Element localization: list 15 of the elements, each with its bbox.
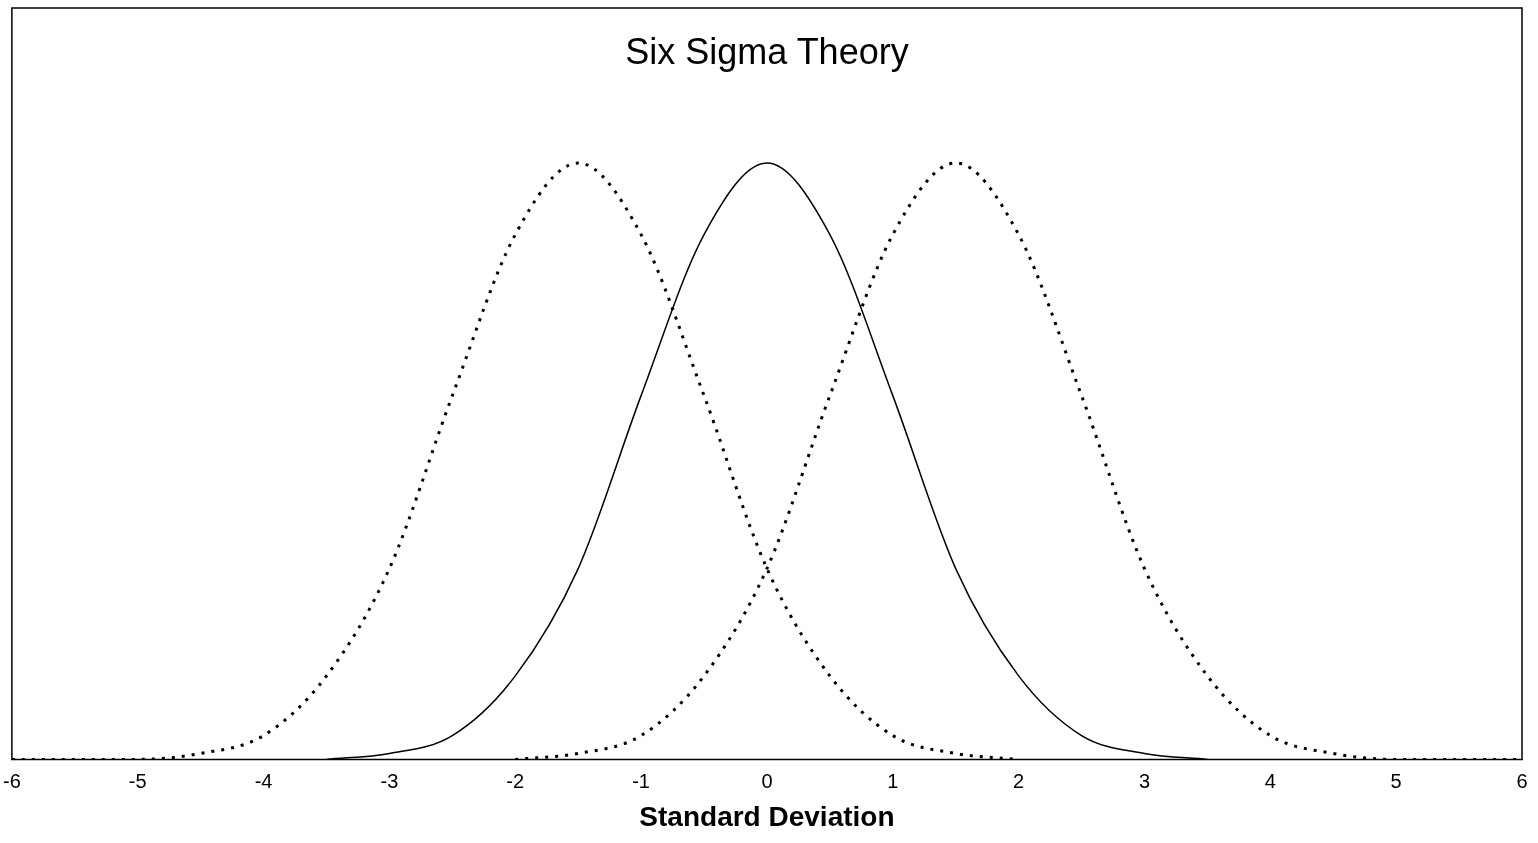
- x-tick-label: 6: [1516, 769, 1528, 792]
- chart-title: Six Sigma Theory: [625, 30, 909, 72]
- x-tick-label: -2: [506, 769, 525, 792]
- x-tick-label: -1: [632, 769, 650, 792]
- x-tick-label: 2: [1013, 769, 1025, 792]
- x-tick-label: 0: [761, 769, 773, 792]
- x-tick-label: -3: [380, 769, 399, 792]
- x-tick-label: -4: [254, 769, 273, 792]
- x-tick-label: 1: [887, 769, 899, 792]
- x-tick-label: 3: [1138, 769, 1151, 792]
- x-tick-label: -5: [128, 769, 147, 792]
- x-axis-title: Standard Deviation: [639, 800, 895, 832]
- x-tick-label: 4: [1264, 769, 1276, 792]
- x-tick-label: 5: [1390, 769, 1402, 792]
- x-tick-label: -6: [2, 769, 21, 792]
